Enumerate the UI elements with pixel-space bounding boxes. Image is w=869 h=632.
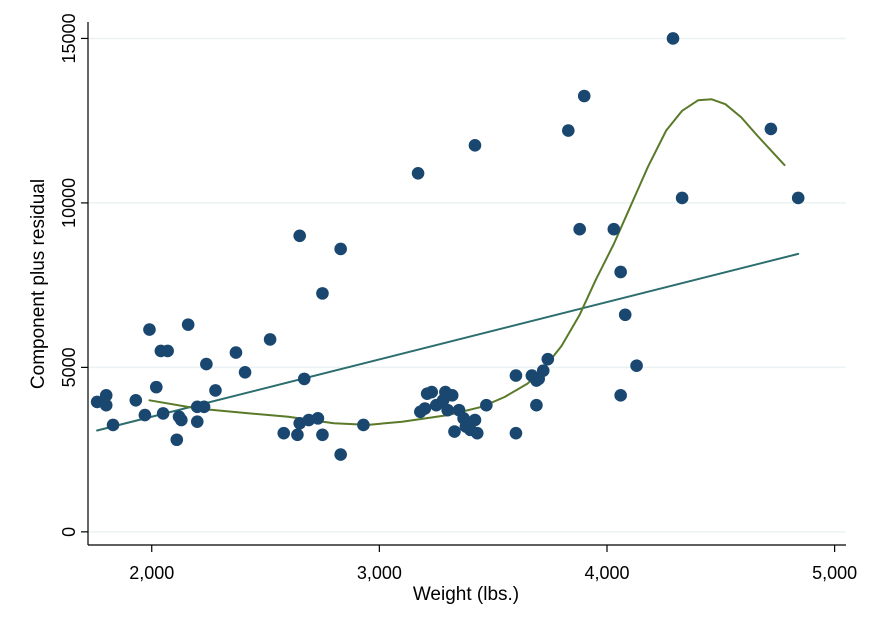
data-points <box>90 32 805 461</box>
data-point <box>293 229 306 243</box>
data-point <box>618 308 632 322</box>
data-point <box>238 366 252 379</box>
data-point <box>468 139 482 152</box>
data-point <box>129 393 143 407</box>
data-point <box>316 287 329 300</box>
data-point <box>161 344 174 358</box>
data-point <box>536 364 550 377</box>
data-point <box>418 402 432 415</box>
data-point <box>530 398 543 412</box>
x-tick-label: 5,000 <box>812 563 857 583</box>
data-point <box>666 32 680 45</box>
data-point <box>541 352 555 366</box>
data-point <box>181 318 195 331</box>
x-tick-label: 3,000 <box>357 563 402 583</box>
data-point <box>509 369 523 382</box>
data-point <box>614 389 627 402</box>
data-point <box>614 265 627 279</box>
data-point <box>334 448 347 461</box>
data-point <box>425 385 439 399</box>
data-point <box>297 372 311 386</box>
data-point <box>445 389 459 402</box>
data-point <box>630 359 643 373</box>
y-tick-label: 15000 <box>59 13 79 63</box>
linear-fit-line <box>96 252 800 432</box>
smooth-fit-line <box>148 98 786 426</box>
data-point <box>99 389 113 402</box>
x-axis-title: Weight (lbs.) <box>413 584 519 605</box>
data-point <box>190 415 204 428</box>
data-point <box>334 242 347 256</box>
x-tick-label: 2,000 <box>129 563 174 583</box>
data-point <box>311 412 325 425</box>
data-point <box>209 384 222 397</box>
data-point <box>143 323 156 336</box>
data-point <box>106 418 120 432</box>
data-point <box>764 122 778 136</box>
data-point <box>791 191 805 205</box>
x-tick-label: 4,000 <box>584 563 629 583</box>
data-point <box>316 428 329 442</box>
data-point <box>561 124 575 137</box>
data-point <box>291 428 304 442</box>
data-point <box>675 191 689 205</box>
data-point <box>509 426 523 440</box>
data-point <box>170 433 184 447</box>
y-tick-label: 10000 <box>59 178 79 228</box>
data-point <box>411 167 425 180</box>
y-axis-title: Component plus residual <box>28 179 49 389</box>
data-point <box>573 222 586 236</box>
y-tick-label: 5000 <box>59 347 79 387</box>
data-point <box>441 403 454 417</box>
tick-labels: 2,000 3,000 4,000 5,000 0 5000 10000 15000 <box>59 13 857 583</box>
data-point <box>156 407 170 420</box>
data-point <box>197 400 211 414</box>
data-point <box>99 398 113 412</box>
gridlines <box>88 37 846 533</box>
data-point <box>138 408 152 422</box>
data-point <box>263 333 277 346</box>
data-point <box>200 357 213 371</box>
data-point <box>470 426 484 440</box>
data-point <box>175 413 188 427</box>
data-point <box>577 89 591 103</box>
data-point <box>149 380 163 394</box>
y-tick-label: 0 <box>59 527 79 537</box>
data-point <box>229 346 243 359</box>
data-point <box>480 398 493 412</box>
data-point <box>448 425 461 438</box>
data-point <box>468 413 482 427</box>
fit-lines <box>96 98 800 432</box>
data-point <box>357 418 370 432</box>
axes <box>81 22 846 552</box>
data-point <box>607 222 621 236</box>
data-point <box>277 426 291 440</box>
